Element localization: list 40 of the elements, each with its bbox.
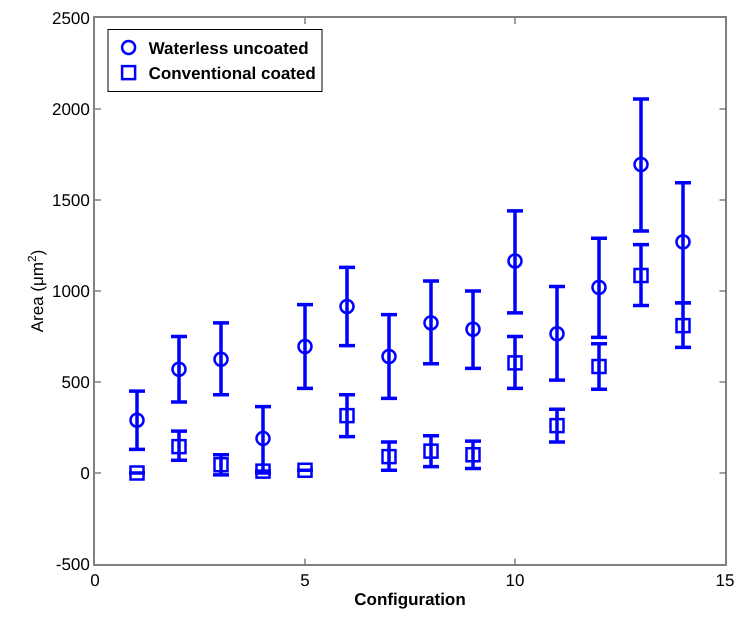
point: [549, 326, 565, 342]
point: [465, 447, 481, 463]
point: [507, 355, 523, 371]
point: [591, 280, 607, 296]
y-tick-label: 500: [61, 372, 90, 392]
point: [381, 448, 397, 464]
point: [591, 358, 607, 374]
point: [423, 315, 439, 331]
point: [297, 338, 313, 354]
x-tick-label: 5: [300, 571, 310, 590]
y-tick-label: 1000: [52, 282, 90, 301]
y-tick-label: 1500: [52, 190, 90, 210]
y-tick-label: -500: [56, 554, 90, 574]
legend-label: Waterless uncoated: [148, 39, 309, 58]
point: [213, 352, 229, 367]
point: [255, 430, 271, 446]
point: [675, 318, 691, 334]
point: [549, 418, 565, 434]
point: [129, 465, 145, 481]
point: [171, 438, 187, 454]
x-axis-title: Configuration: [354, 590, 466, 610]
point: [633, 268, 649, 284]
point: [381, 348, 397, 364]
point: [129, 412, 145, 428]
y-tick-label: 2000: [52, 100, 90, 119]
point: [423, 443, 439, 459]
legend-label: Conventional coated: [148, 64, 316, 84]
y-tick-label: 2500: [52, 8, 90, 28]
point: [507, 253, 523, 269]
y-tick-label: 0: [80, 464, 90, 483]
point: [675, 234, 691, 250]
point: [339, 408, 355, 424]
x-tick-label: 15: [716, 571, 734, 590]
point: [171, 362, 187, 378]
point: [297, 462, 313, 478]
point: [213, 457, 229, 473]
point: [339, 298, 355, 314]
point: [465, 321, 481, 337]
point: [633, 156, 649, 172]
x-tick-label: 10: [506, 571, 524, 590]
